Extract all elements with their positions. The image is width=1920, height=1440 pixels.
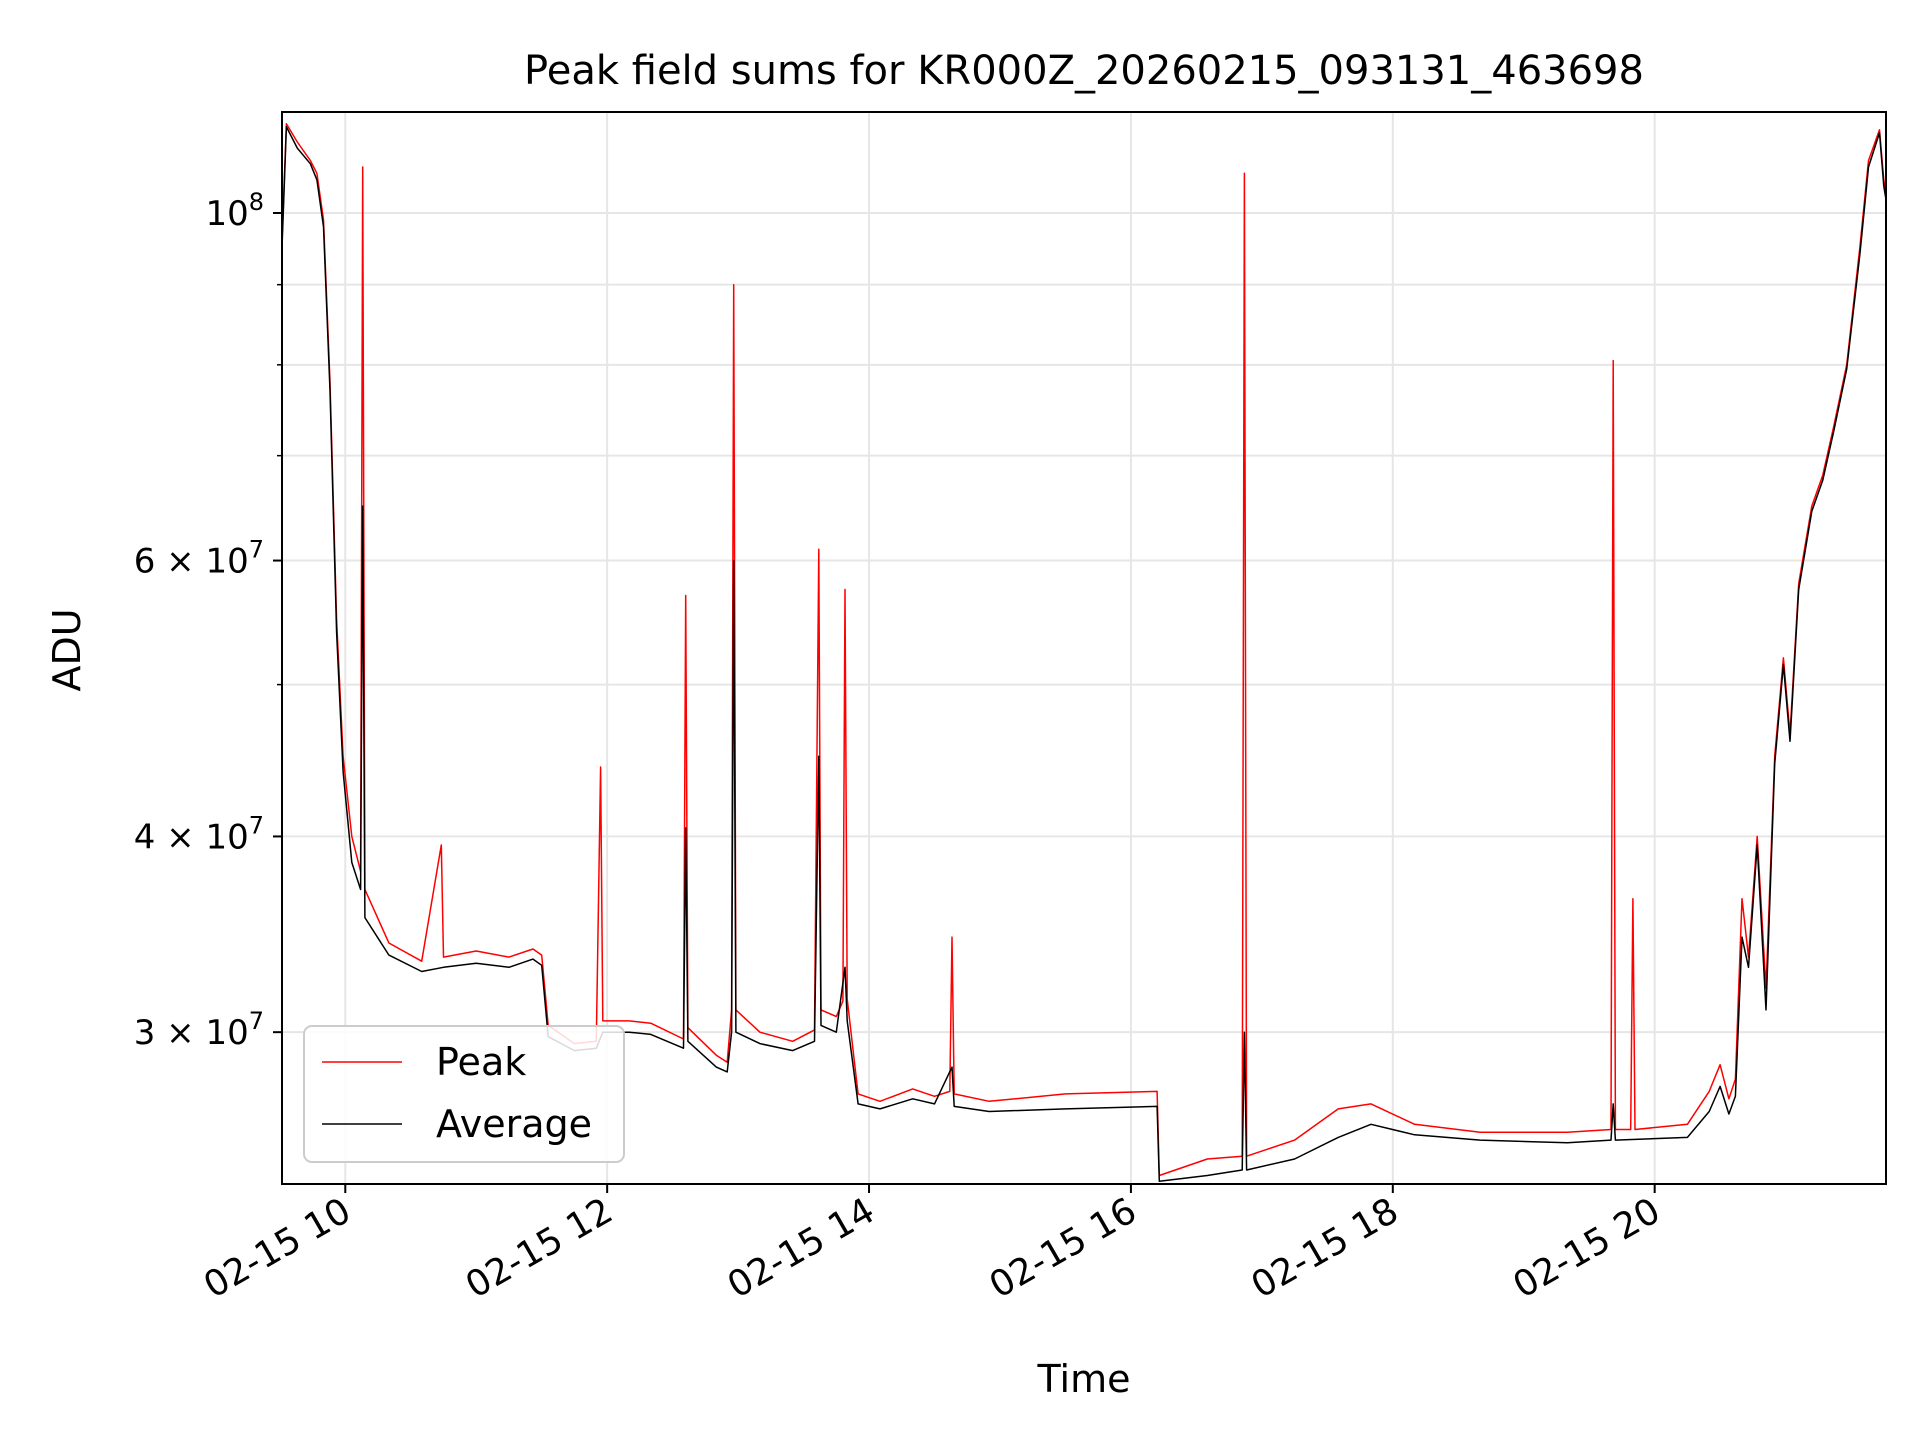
legend-label-average: Average bbox=[436, 1102, 592, 1146]
y-tick-label: 4 × 107 bbox=[134, 811, 264, 857]
chart-title: Peak field sums for KR000Z_20260215_0931… bbox=[524, 48, 1644, 94]
x-axis-label: Time bbox=[1037, 1357, 1131, 1401]
grid-layer bbox=[282, 112, 1886, 1184]
y-axis-label: ADU bbox=[45, 608, 89, 691]
y-tick-label: 3 × 107 bbox=[134, 1007, 264, 1053]
y-tick-label: 6 × 107 bbox=[134, 536, 264, 582]
series-line-peak bbox=[281, 123, 1887, 1177]
y-tick-label: 108 bbox=[205, 188, 264, 234]
series-line-average bbox=[281, 126, 1887, 1182]
plot-frame bbox=[281, 111, 1887, 1185]
legend-label-peak: Peak bbox=[436, 1040, 526, 1084]
series-layer bbox=[281, 123, 1887, 1182]
legend: Peak Average bbox=[303, 1025, 625, 1163]
legend-box bbox=[303, 1025, 625, 1163]
